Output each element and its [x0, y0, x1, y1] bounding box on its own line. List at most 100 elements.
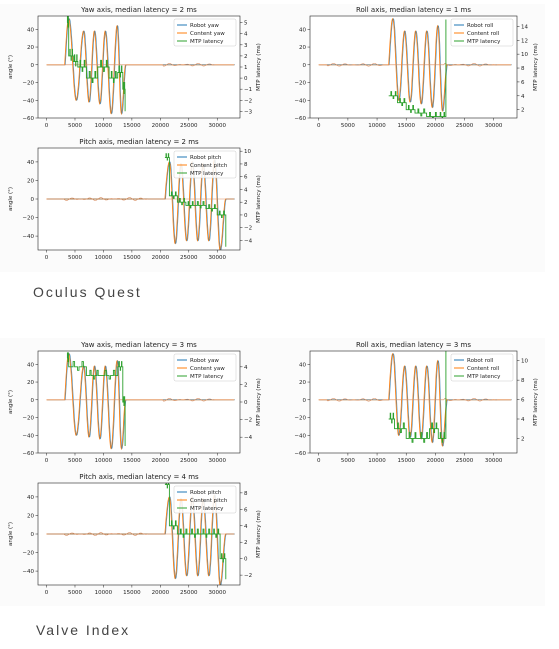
y-tick-label: 20 — [27, 45, 34, 51]
chart-title: Roll axis, median latency = 1 ms — [356, 6, 471, 14]
y-tick-label: −20 — [294, 81, 306, 87]
y-tick-label: −40 — [294, 433, 306, 439]
legend-label: Content pitch — [190, 163, 228, 169]
chart-title: Pitch axis, median latency = 4 ms — [79, 473, 199, 481]
section-heading-valve-index: Valve Index — [36, 622, 131, 638]
y2-tick-label: 0 — [244, 76, 248, 82]
latency-series-line — [164, 153, 227, 247]
legend-box — [173, 485, 237, 514]
x-tick-label: 25000 — [180, 123, 198, 129]
latency-series-line — [66, 16, 126, 112]
y-tick-label: 0 — [31, 398, 35, 404]
chart-title: Pitch axis, median latency = 2 ms — [79, 138, 199, 146]
x-tick-label: 30000 — [485, 123, 503, 129]
y2-tick-label: 10 — [244, 149, 251, 155]
chart-quest-roll: Roll axis, median latency = 1 ms 0 5000 100… — [272, 2, 547, 140]
y-tick-label: −20 — [22, 551, 34, 557]
axes-frame — [309, 15, 518, 119]
y-tick-label: 40 — [27, 362, 34, 368]
x-tick-label: 0 — [45, 255, 49, 261]
y-axis-label: angle (°) — [8, 522, 14, 546]
legend-label: Content roll — [467, 366, 500, 372]
x-tick-label: 0 — [45, 458, 49, 464]
latency-series-line — [388, 19, 447, 118]
y2-tick-label: 10 — [521, 359, 528, 365]
y2-tick-label: 2 — [244, 540, 248, 546]
y2-axis-label: MTP latency (ms) — [256, 175, 262, 223]
legend-label: Content yaw — [190, 366, 225, 372]
legend-box — [173, 18, 237, 47]
chart-title: Yaw axis, median latency = 2 ms — [80, 6, 197, 14]
y2-tick-label: −1 — [244, 87, 252, 93]
x-tick-label: 25000 — [456, 123, 474, 129]
legend-label: Robot pitch — [190, 490, 222, 496]
legend-label: Robot yaw — [190, 23, 219, 29]
chart-svg: Yaw axis, median latency = 3 ms 0 5000 1000… — [8, 341, 262, 464]
y2-tick-label: 8 — [521, 378, 525, 384]
y2-axis-label: MTP latency (ms) — [533, 378, 539, 426]
x-tick-label: 10000 — [95, 590, 113, 596]
y2-tick-label: −4 — [244, 238, 253, 244]
chart-svg: Roll axis, median latency = 1 ms0 5000 100… — [294, 6, 539, 129]
chart-quest-yaw: Yaw axis, median latency = 2 ms 0 5000 1000… — [0, 2, 270, 140]
series-group — [318, 17, 512, 118]
x-tick-label: 20000 — [427, 123, 445, 129]
y2-tick-label: 8 — [244, 162, 248, 168]
y-tick-label: 20 — [299, 45, 306, 51]
y2-tick-label: 3 — [244, 43, 248, 49]
chart-title: Yaw axis, median latency = 3 ms — [80, 341, 197, 349]
x-tick-label: 15000 — [123, 255, 141, 261]
chart-svg: Roll axis, median latency = 3 ms0 5000 100… — [294, 341, 539, 464]
y2-tick-label: −2 — [244, 573, 252, 579]
latency-series-line — [164, 483, 227, 580]
legend-label: MTP latency — [467, 374, 501, 380]
legend-label: MTP latency — [190, 506, 224, 512]
series-group — [46, 16, 235, 116]
y-tick-label: −40 — [22, 433, 34, 439]
y-tick-label: 20 — [299, 380, 306, 386]
legend-label: Content roll — [467, 31, 500, 37]
series-group — [46, 352, 235, 451]
y2-tick-label: 2 — [521, 108, 525, 114]
y2-tick-label: 0 — [244, 557, 248, 563]
x-tick-label: 30000 — [208, 255, 226, 261]
y-tick-label: 0 — [303, 398, 307, 404]
axes-frame — [309, 350, 518, 454]
y2-tick-label: 10 — [521, 52, 528, 58]
y-tick-label: −40 — [22, 569, 34, 575]
y-tick-label: 0 — [31, 197, 35, 203]
legend-label: Robot roll — [467, 358, 494, 364]
y-tick-label: 20 — [27, 380, 34, 386]
y2-tick-label: 12 — [521, 38, 528, 44]
x-tick-label: 20000 — [152, 123, 170, 129]
x-tick-label: 0 — [45, 123, 49, 129]
legend-label: MTP latency — [190, 374, 224, 380]
chart-svg: Yaw axis, median latency = 2 ms 0 5000 1000… — [8, 6, 262, 129]
section-heading-oculus-quest: Oculus Quest — [33, 284, 142, 300]
legend-box — [173, 353, 237, 382]
noise-series-line — [318, 398, 512, 402]
x-tick-label: 10000 — [95, 458, 113, 464]
latency-series-line — [66, 352, 126, 446]
y-tick-label: −20 — [294, 416, 306, 422]
y-axis-label: angle (°) — [8, 55, 14, 79]
y-tick-label: −60 — [22, 451, 34, 457]
x-tick-label: 15000 — [123, 123, 141, 129]
y-tick-label: 40 — [299, 27, 306, 33]
y-axis-label: angle (°) — [8, 390, 14, 414]
legend-label: MTP latency — [190, 171, 224, 177]
y-tick-label: 20 — [27, 513, 34, 519]
y2-tick-label: −3 — [244, 109, 253, 115]
y-tick-label: 40 — [27, 27, 34, 33]
y2-tick-label: 2 — [244, 54, 248, 60]
y-tick-label: 40 — [27, 495, 34, 501]
y2-tick-label: 8 — [244, 491, 248, 497]
y2-axis-label: MTP latency (ms) — [533, 43, 539, 91]
y-tick-label: −60 — [294, 451, 306, 457]
y-tick-label: 0 — [31, 532, 35, 538]
y2-tick-label: 6 — [244, 507, 248, 513]
x-tick-label: 20000 — [152, 255, 170, 261]
y2-tick-label: 4 — [244, 32, 248, 38]
y2-tick-label: 5 — [244, 21, 248, 27]
legend-label: Robot yaw — [190, 358, 219, 364]
